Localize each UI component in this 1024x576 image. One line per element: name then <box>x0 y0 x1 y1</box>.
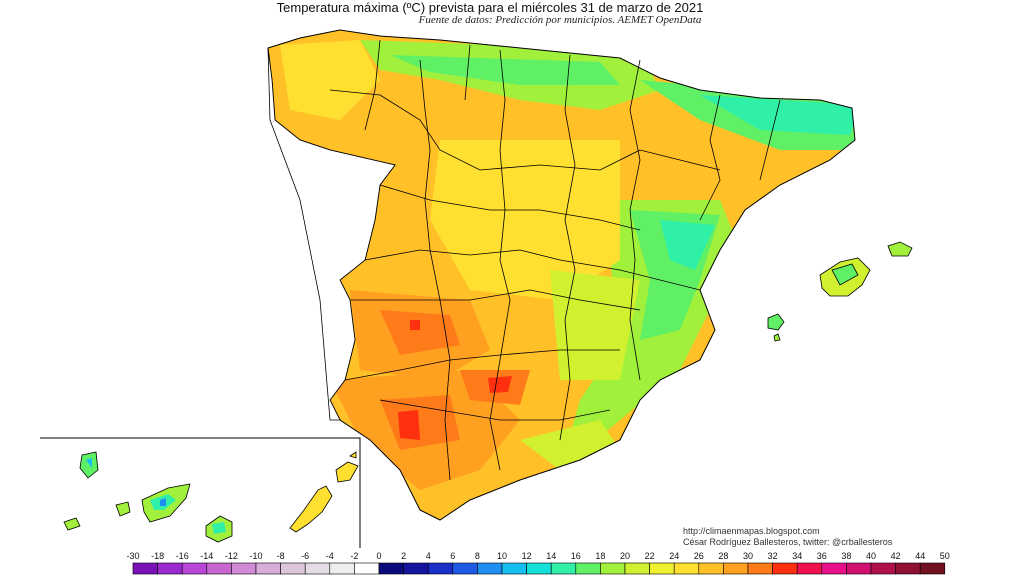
credits-author: César Rodríguez Ballesteros, twitter: @c… <box>683 537 893 547</box>
legend-swatch <box>550 562 577 575</box>
legend-label: -6 <box>301 551 309 561</box>
legend-label: -4 <box>326 551 334 561</box>
legend-labels: -30 -18 -16 -14 -12 -10 -8 -6 -4 -2 0 2 4 6 8 10 12 14 16 1… <box>126 551 949 561</box>
legend-label: 28 <box>718 551 728 561</box>
legend-swatch <box>329 562 355 575</box>
map-title: Temperatura máxima (ºC) prevista para el… <box>276 0 704 15</box>
province-boundaries <box>329 39 781 481</box>
legend-label: 30 <box>743 551 753 561</box>
legend-label: 32 <box>768 551 778 561</box>
legend-label: -30 <box>126 551 139 561</box>
legend-label: 24 <box>669 551 679 561</box>
legend-label: 20 <box>620 551 630 561</box>
legend-label: 36 <box>817 551 827 561</box>
legend-swatch <box>624 562 650 575</box>
legend-swatch <box>280 562 306 575</box>
balearic-islands <box>767 241 913 342</box>
legend-swatches <box>132 562 946 575</box>
legend-swatch <box>870 562 896 575</box>
legend-swatch <box>304 562 331 575</box>
legend-label: 12 <box>522 551 532 561</box>
legend-label: 0 <box>376 551 381 561</box>
legend-swatch <box>501 562 527 575</box>
legend-label: 38 <box>841 551 851 561</box>
map-subtitle: Fuente de datos: Predicción por municipi… <box>418 14 702 26</box>
legend-swatch <box>526 562 552 575</box>
legend-label: 16 <box>571 551 581 561</box>
legend-swatch <box>600 562 626 575</box>
legend-label: -12 <box>225 551 238 561</box>
legend-swatch <box>723 562 749 575</box>
legend-label: 4 <box>426 551 431 561</box>
legend-swatch <box>575 562 601 575</box>
legend-label: -16 <box>176 551 189 561</box>
legend-swatch <box>649 562 675 575</box>
legend-swatch <box>698 562 724 575</box>
legend-swatch <box>821 562 847 575</box>
legend-swatch <box>231 562 257 575</box>
legend-label: -18 <box>151 551 164 561</box>
legend-swatch <box>673 562 700 575</box>
legend-label: 26 <box>694 551 704 561</box>
color-legend: -30 -18 -16 -14 -12 -10 -8 -6 -4 -2 0 2 4 6 8 10 12 14 16 1… <box>126 551 950 575</box>
legend-swatch <box>747 562 773 575</box>
legend-swatch <box>255 562 281 575</box>
legend-label: 2 <box>401 551 406 561</box>
legend-swatch <box>132 562 158 575</box>
legend-label: 14 <box>546 551 556 561</box>
legend-label: 50 <box>940 551 950 561</box>
legend-label: 42 <box>891 551 901 561</box>
legend-label: 22 <box>645 551 655 561</box>
legend-swatch <box>846 562 872 575</box>
legend-swatch <box>477 562 503 575</box>
legend-swatch <box>452 562 478 575</box>
legend-swatch <box>181 562 208 575</box>
legend-label: -2 <box>350 551 358 561</box>
legend-swatch <box>919 562 946 575</box>
legend-swatch <box>772 562 798 575</box>
legend-swatch <box>354 562 380 575</box>
credits-url[interactable]: http://climaenmapas.blogspot.com <box>683 526 820 536</box>
canary-islands-inset <box>40 437 361 548</box>
temperature-map <box>40 29 913 548</box>
legend-swatch <box>157 562 183 575</box>
portugal-border <box>267 47 396 421</box>
legend-label: 44 <box>915 551 925 561</box>
legend-label: 6 <box>450 551 455 561</box>
legend-label: -8 <box>277 551 285 561</box>
legend-swatch <box>378 562 404 575</box>
legend-label: 10 <box>497 551 507 561</box>
legend-swatch <box>403 562 429 575</box>
credits: http://climaenmapas.blogspot.com César R… <box>683 526 892 548</box>
legend-swatch <box>206 562 232 575</box>
legend-swatch <box>895 562 921 575</box>
legend-swatch <box>427 562 454 575</box>
legend-swatch <box>796 562 823 575</box>
legend-label: 8 <box>475 551 480 561</box>
legend-label: 40 <box>866 551 876 561</box>
temperature-zones <box>280 40 855 490</box>
legend-label: 34 <box>792 551 802 561</box>
legend-label: -10 <box>249 551 262 561</box>
legend-label: -14 <box>200 551 213 561</box>
legend-label: 18 <box>595 551 605 561</box>
